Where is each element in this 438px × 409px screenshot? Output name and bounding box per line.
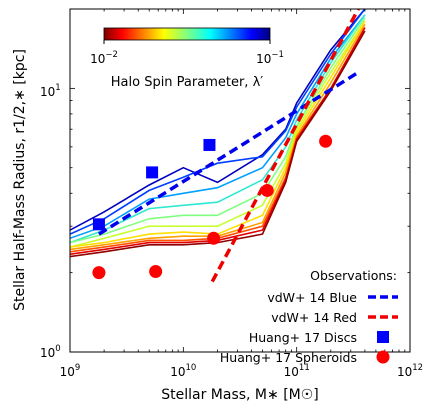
legend-swatch-huang-spheroids: [376, 350, 390, 364]
model-series-group: [70, 9, 366, 258]
obs-disc-point-1: [146, 166, 159, 179]
legend-label-vdw-red: vdW+ 14 Red: [271, 310, 357, 325]
legend-label-huang-discs: Huang+ 17 Discs: [249, 330, 357, 345]
y-tick-label-10: 101: [40, 83, 61, 99]
colorbar-tick-label-high: 10−1: [256, 50, 284, 66]
x-axis-label: Stellar Mass, M∗ [M☉]: [161, 387, 319, 403]
obs-vdw-blue-line: [98, 70, 360, 236]
y-tick-label-1: 100: [40, 344, 61, 360]
model-series-line-9: [70, 27, 366, 255]
colorbar-label: Halo Spin Parameter, λ′: [111, 75, 264, 90]
obs-spheroid-point-4: [319, 134, 333, 148]
legend-label-huang-spheroids: Huang+ 17 Spheroids: [220, 350, 357, 365]
legend-title: Observations:: [310, 268, 397, 283]
obs-vdw-red-line: [210, 9, 360, 283]
obs-spheroid-point-2: [207, 231, 221, 245]
x-tick-label-1e10: 1010: [170, 363, 196, 379]
observations-group: [92, 9, 360, 283]
model-series-line-4: [70, 17, 366, 244]
x-tick-label-1e11: 1011: [284, 363, 310, 379]
obs-spheroid-point-0: [92, 266, 106, 280]
axis-ticks: [69, 8, 411, 353]
model-series-line-6: [70, 20, 366, 248]
colorbar-gradient: [103, 27, 271, 41]
colorbar: 10−2 10−1 Halo Spin Parameter, λ′: [90, 27, 284, 90]
obs-disc-point-0: [92, 218, 105, 231]
x-tick-label-1e9: 109: [60, 363, 81, 379]
model-series-line-1: [70, 9, 366, 235]
legend-label-vdw-blue: vdW+ 14 Blue: [267, 290, 357, 305]
model-series-line-10: [70, 30, 366, 258]
y-axis-label: Stellar Half-Mass Radius, r1/2,∗ [kpc]: [12, 49, 28, 311]
obs-disc-point-2: [203, 138, 216, 151]
obs-spheroid-point-3: [260, 183, 274, 197]
model-series-line-2: [70, 14, 366, 240]
obs-spheroid-point-1: [149, 264, 163, 278]
model-series-line-0: [70, 9, 366, 231]
y-tick-labels: 100 101: [40, 83, 61, 360]
legend: Observations: vdW+ 14 Blue vdW+ 14 Red H…: [220, 268, 398, 365]
plot-frame: [69, 8, 411, 353]
x-tick-labels: 109 1010 1011 1012: [60, 363, 423, 379]
legend-swatch-huang-discs: [377, 331, 389, 343]
colorbar-tick-label-low: 10−2: [90, 50, 118, 66]
x-tick-label-1e12: 1012: [397, 363, 423, 379]
